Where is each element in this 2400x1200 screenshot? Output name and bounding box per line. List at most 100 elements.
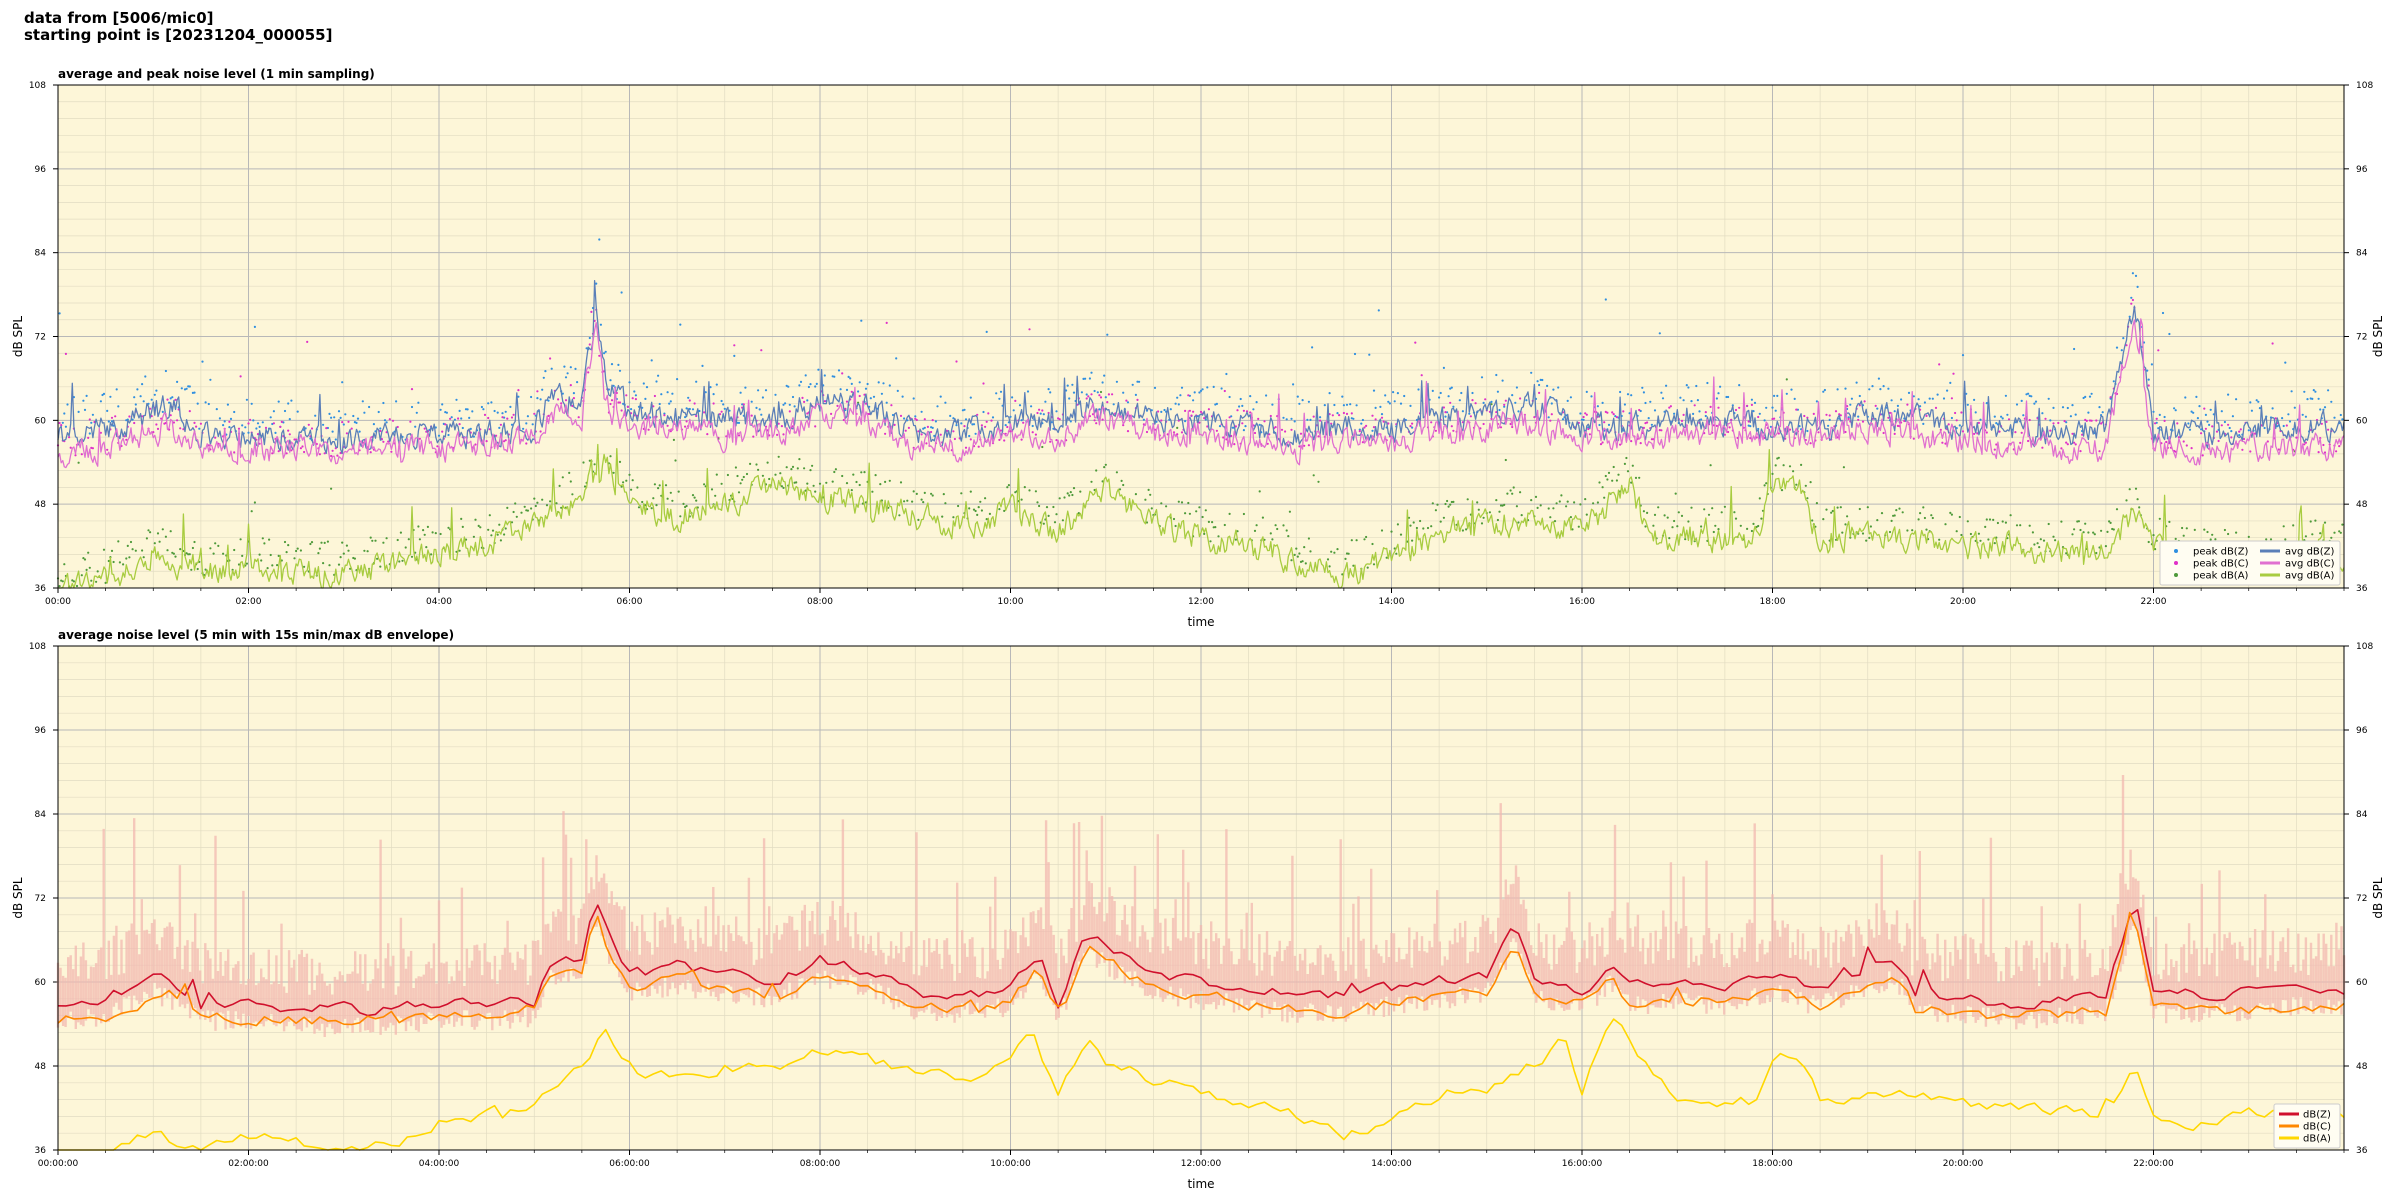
data-point	[264, 426, 268, 429]
data-point	[253, 325, 256, 328]
data-point	[685, 420, 688, 423]
data-point	[1836, 506, 1839, 509]
data-point	[2147, 384, 2150, 387]
data-point	[336, 454, 339, 457]
data-point	[1106, 333, 1109, 336]
data-point	[964, 418, 968, 421]
data-point	[658, 484, 661, 487]
data-point	[1192, 399, 1195, 402]
data-point	[1380, 416, 1384, 419]
data-point	[1420, 374, 1423, 377]
data-point	[863, 471, 866, 474]
data-point	[1552, 507, 1555, 510]
data-point	[510, 416, 514, 419]
data-point	[109, 395, 112, 398]
data-point	[788, 403, 791, 406]
data-point	[372, 423, 375, 426]
data-point	[1996, 521, 1999, 525]
data-point	[2227, 393, 2230, 396]
data-point	[1180, 431, 1184, 434]
data-point	[1673, 412, 1676, 415]
data-point	[1944, 523, 1947, 526]
data-point	[1372, 389, 1376, 392]
data-point	[144, 375, 147, 378]
data-point	[276, 564, 279, 567]
data-point	[1836, 388, 1839, 391]
data-point	[128, 556, 131, 559]
data-point	[1966, 403, 1969, 406]
data-point	[345, 432, 348, 435]
data-point	[499, 423, 502, 426]
data-point	[879, 483, 882, 486]
data-point	[2057, 421, 2060, 425]
data-point	[799, 380, 803, 383]
data-point	[2168, 520, 2171, 524]
data-point	[671, 499, 674, 502]
data-point	[1266, 442, 1269, 445]
data-point	[798, 384, 801, 387]
data-point	[976, 413, 979, 416]
data-point	[1093, 419, 1096, 422]
data-point	[2247, 535, 2250, 539]
data-point	[2049, 419, 2052, 422]
data-point	[906, 499, 909, 502]
data-point	[1309, 550, 1312, 553]
data-point	[1090, 480, 1093, 483]
data-point	[1707, 513, 1711, 516]
data-point	[87, 436, 90, 439]
data-point	[885, 321, 888, 324]
data-point	[1512, 486, 1515, 489]
data-point	[609, 402, 612, 406]
data-point	[2323, 406, 2327, 409]
data-point	[1099, 390, 1103, 394]
data-point	[1372, 563, 1376, 566]
data-point	[2073, 528, 2076, 531]
data-point	[1345, 412, 1349, 415]
data-point	[1066, 492, 1069, 495]
data-point	[409, 420, 412, 423]
data-point	[1498, 408, 1501, 412]
data-point	[1830, 511, 1833, 514]
data-point	[1018, 404, 1022, 407]
data-point	[1009, 415, 1012, 418]
data-point	[485, 440, 488, 443]
data-point	[501, 416, 504, 419]
data-point	[885, 401, 888, 404]
data-point	[720, 399, 723, 403]
data-point	[1730, 418, 1733, 421]
data-point	[1658, 332, 1661, 335]
data-point	[1585, 413, 1588, 416]
data-point	[1734, 408, 1738, 412]
data-point	[650, 507, 653, 510]
data-point	[2327, 428, 2330, 431]
data-point	[209, 378, 212, 381]
data-point	[1896, 424, 1899, 427]
data-point	[423, 427, 426, 430]
data-point	[693, 496, 696, 499]
data-point	[1874, 404, 1877, 407]
data-point	[549, 500, 552, 503]
data-point	[90, 421, 93, 424]
data-point	[464, 408, 468, 411]
data-point	[1842, 466, 1845, 469]
data-point	[122, 563, 125, 566]
page-header: data from [5006/mic0] starting point is …	[24, 10, 332, 44]
data-point	[1823, 388, 1826, 392]
data-point	[102, 548, 106, 551]
data-point	[582, 461, 585, 464]
data-point	[1625, 456, 1628, 460]
data-point	[1792, 470, 1795, 473]
data-point	[310, 541, 314, 544]
data-point	[2066, 406, 2069, 410]
data-point	[2241, 448, 2244, 451]
data-point	[679, 515, 682, 518]
data-point	[741, 478, 744, 481]
data-point	[1095, 422, 1098, 425]
data-point	[379, 427, 382, 430]
data-point	[91, 413, 94, 416]
data-point	[976, 513, 979, 517]
data-point	[471, 410, 474, 413]
y-tick-label-left: 48	[35, 500, 47, 510]
data-point	[1893, 432, 1896, 435]
data-point	[628, 473, 631, 476]
